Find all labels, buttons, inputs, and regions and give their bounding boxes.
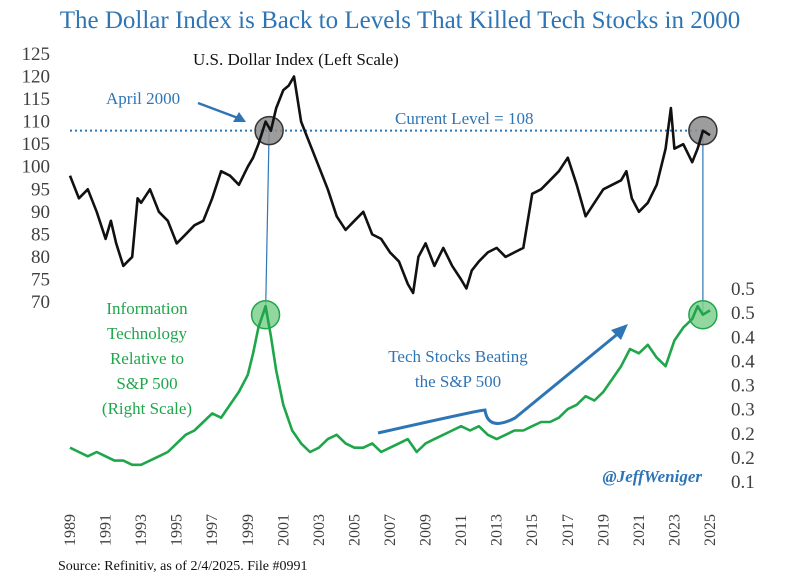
tech-beating-label: Tech Stocks Beating the S&P 500: [388, 347, 528, 391]
left-tick-label: 95: [31, 179, 50, 200]
connector-lines: [264, 130, 704, 315]
it-label-line: S&P 500: [116, 374, 177, 393]
x-tick-label: 2023: [666, 514, 683, 546]
right-tick-label: 0.4: [731, 351, 755, 372]
right-tick-label: 0.1: [731, 472, 755, 493]
x-axis: 1989 1991 1993 1995 1997 1999 2001 2003 2005 2007…: [62, 514, 719, 546]
x-tick-label: 2015: [524, 514, 541, 546]
source-note: Source: Refinitiv, as of 2/4/2025. File …: [58, 559, 308, 574]
x-tick-label: 2017: [560, 514, 577, 546]
x-tick-label: 1991: [98, 514, 115, 546]
x-tick-label: 2011: [453, 515, 470, 546]
april-arrow-shaft: [197, 101, 239, 120]
x-tick-label: 1997: [204, 514, 221, 546]
chart-title: The Dollar Index is Back to Levels That …: [60, 7, 741, 34]
x-tick-label: 1993: [133, 514, 150, 546]
beating-label-line: Tech Stocks Beating: [388, 347, 528, 366]
right-axis: 0.5 0.5 0.4 0.4 0.3 0.3 0.2 0.2 0.1: [731, 279, 755, 493]
beating-label-line: the S&P 500: [415, 372, 501, 391]
x-tick-label: 2019: [595, 514, 612, 546]
x-tick-label: 2013: [489, 514, 506, 546]
x-tick-label: 1995: [169, 514, 186, 546]
left-tick-label: 120: [22, 67, 51, 88]
x-tick-label: 2007: [382, 514, 399, 546]
current-level-label: Current Level = 108: [395, 109, 533, 128]
it-label-line: Relative to: [110, 349, 184, 368]
left-tick-label: 75: [31, 269, 50, 290]
right-tick-label: 0.3: [731, 400, 755, 421]
series-line-it-relative: [69, 304, 711, 467]
right-tick-label: 0.2: [731, 424, 755, 445]
left-tick-label: 80: [31, 247, 50, 268]
x-tick-label: 2009: [418, 514, 435, 546]
x-tick-label: 2001: [275, 514, 292, 546]
x-tick-label: 2005: [346, 514, 363, 546]
dxy-series-label: U.S. Dollar Index (Left Scale): [193, 50, 399, 69]
highlight-connector: [264, 130, 270, 315]
highlight-circles: [250, 115, 718, 330]
beating-arrow-head: [611, 324, 628, 340]
left-tick-label: 85: [31, 224, 50, 245]
left-tick-label: 125: [22, 44, 51, 65]
left-tick-label: 70: [31, 292, 50, 313]
left-tick-label: 115: [22, 89, 50, 110]
right-tick-label: 0.5: [731, 303, 755, 324]
author-handle: @JeffWeniger: [603, 467, 703, 486]
left-tick-label: 110: [22, 112, 50, 133]
highlight-circle-it: [250, 299, 281, 330]
left-tick-label: 105: [22, 134, 51, 155]
x-tick-label: 2025: [702, 514, 719, 546]
april-arrow-head: [233, 112, 246, 122]
left-tick-label: 100: [22, 157, 51, 178]
right-tick-label: 0.4: [731, 327, 755, 348]
right-tick-label: 0.5: [731, 279, 755, 300]
it-label-line: Information: [106, 299, 188, 318]
x-tick-label: 2003: [311, 514, 328, 546]
it-label-line: (Right Scale): [102, 399, 192, 418]
x-tick-label: 2021: [631, 514, 648, 546]
left-tick-label: 90: [31, 202, 50, 223]
april-2000-label: April 2000: [106, 89, 180, 108]
it-label-line: Technology: [107, 324, 188, 343]
x-tick-label: 1989: [62, 514, 79, 546]
right-tick-label: 0.3: [731, 376, 755, 397]
series-line-dxy: [68, 75, 711, 295]
x-tick-label: 1999: [240, 514, 257, 546]
it-series-label: Information Technology Relative to S&P 5…: [102, 299, 192, 418]
right-tick-label: 0.2: [731, 448, 755, 469]
highlight-circle-dxy: [254, 115, 284, 146]
beating-arrow-shaft: [377, 330, 621, 435]
